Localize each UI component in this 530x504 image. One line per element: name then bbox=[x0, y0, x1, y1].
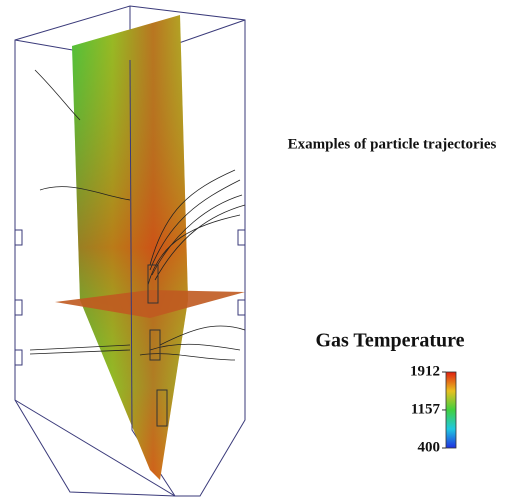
colorbar bbox=[446, 372, 456, 448]
colorbar-tick-label: 400 bbox=[418, 439, 441, 455]
figure: Examples of particle trajectories Gas Te… bbox=[0, 0, 530, 499]
colorbar-tick-label: 1912 bbox=[410, 363, 440, 379]
colorbar-tick-label: 1157 bbox=[411, 401, 441, 417]
annotation: Examples of particle trajectories bbox=[288, 136, 497, 152]
colorbar-title: Gas Temperature bbox=[315, 330, 464, 352]
